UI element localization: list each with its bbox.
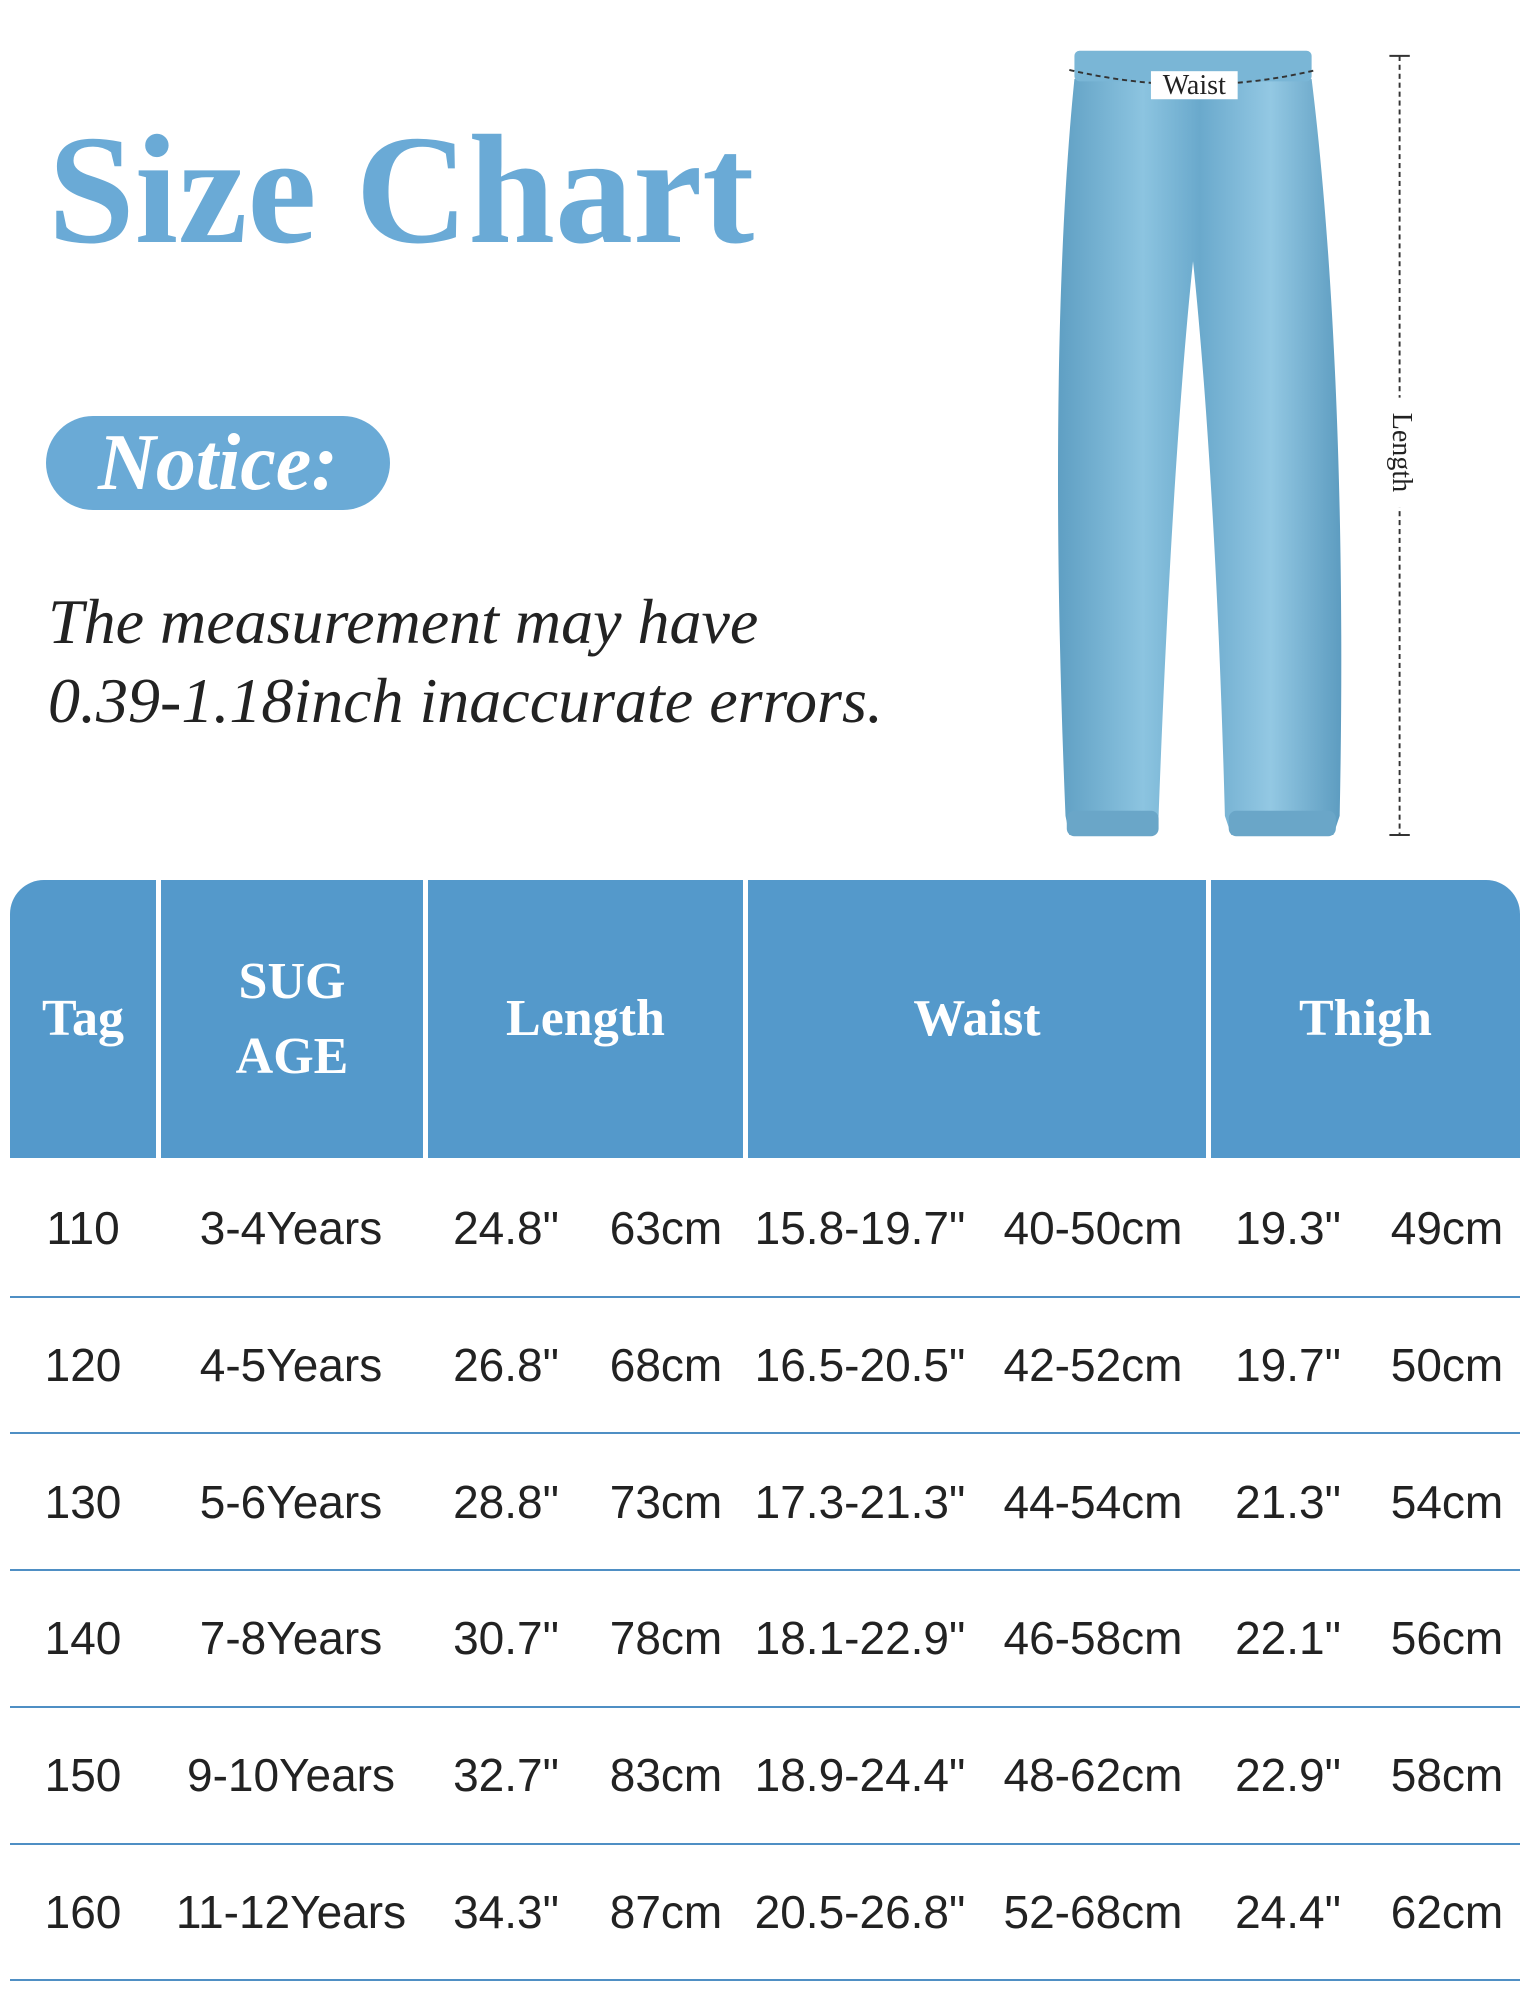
table-cell: 46-58cm <box>1003 1612 1183 1665</box>
pants-diagram: Waist Length <box>1057 50 1417 837</box>
cuff <box>1066 810 1159 837</box>
table-cell: 44-54cm <box>1003 1475 1183 1528</box>
table-cell: 54cm <box>1390 1475 1504 1528</box>
table-cell: 22.9" <box>1235 1749 1341 1802</box>
header-cell: Waist <box>748 880 1206 1158</box>
table-cell: 63cm <box>609 1202 723 1255</box>
table-cell: 49cm <box>1390 1202 1504 1255</box>
row-separator <box>10 1295 1520 1298</box>
row-separator <box>10 1842 1520 1845</box>
header-cell: Tag <box>10 880 156 1158</box>
table-cell: 58cm <box>1390 1749 1504 1802</box>
table-cell: 24.8" <box>453 1202 559 1255</box>
table-cell: 24.4" <box>1235 1885 1341 1938</box>
table-cell: 28.8" <box>453 1475 559 1528</box>
table-cell: 56cm <box>1390 1612 1504 1665</box>
table-cell: 62cm <box>1390 1885 1504 1938</box>
table-cell: 50cm <box>1390 1339 1504 1392</box>
header-cell: Length <box>428 880 743 1158</box>
table-cell: 26.8" <box>453 1339 559 1392</box>
notice-label: Notice: <box>46 416 390 510</box>
length-label: Length <box>1386 413 1417 492</box>
table-cell: 48-62cm <box>1003 1749 1183 1802</box>
table-cell: 19.3" <box>1235 1202 1341 1255</box>
table-cell: 11-12Years <box>175 1885 407 1938</box>
table-cell: 9-10Years <box>186 1749 396 1802</box>
table-cell: 32.7" <box>453 1749 559 1802</box>
length-label-bg <box>1385 397 1414 508</box>
waist-label: Waist <box>1163 70 1226 101</box>
table-cell: 18.9-24.4" <box>754 1749 966 1802</box>
pants-body <box>1057 78 1342 836</box>
notice-text: 0.39-1.18inch inaccurate errors. <box>48 665 883 736</box>
table-cell: 17.3-21.3" <box>754 1475 966 1528</box>
table-cell: 16.5-20.5" <box>754 1339 966 1392</box>
table-cell: 160 <box>44 1885 122 1938</box>
table-cell: 78cm <box>609 1612 723 1665</box>
row-separator <box>10 1432 1520 1435</box>
table-cell: 19.7" <box>1235 1339 1341 1392</box>
waist-label-bg <box>1150 71 1238 100</box>
row-separator <box>10 1569 1520 1572</box>
header-cell: Thigh <box>1211 880 1520 1158</box>
notice-text: The measurement may have <box>48 586 759 657</box>
table-cell: 130 <box>44 1475 122 1528</box>
waistband <box>1074 50 1312 82</box>
title: Size Chart <box>48 103 755 276</box>
table-cell: 110 <box>46 1202 120 1255</box>
header-cell: SUG AGE <box>161 880 423 1158</box>
table-cell: 18.1-22.9" <box>754 1612 966 1665</box>
table-cell: 34.3" <box>453 1885 559 1938</box>
table-cell: 7-8Years <box>199 1612 383 1665</box>
table-cell: 140 <box>44 1612 122 1665</box>
table-cell: 40-50cm <box>1003 1202 1183 1255</box>
table-cell: 5-6Years <box>199 1475 383 1528</box>
row-separator <box>10 1979 1520 1982</box>
table-cell: 87cm <box>609 1885 723 1938</box>
table-cell: 20.5-26.8" <box>754 1885 966 1938</box>
table-cell: 4-5Years <box>199 1339 383 1392</box>
table-cell: 30.7" <box>453 1612 559 1665</box>
table-cell: 150 <box>44 1749 122 1802</box>
table-cell: 22.1" <box>1235 1612 1341 1665</box>
row-separator <box>10 1705 1520 1708</box>
table-cell: 3-4Years <box>199 1202 383 1255</box>
table-cell: 15.8-19.7" <box>754 1202 966 1255</box>
table-cell: 21.3" <box>1235 1475 1341 1528</box>
cuff <box>1228 810 1336 837</box>
table-cell: 73cm <box>609 1475 723 1528</box>
table-cell: 83cm <box>609 1749 723 1802</box>
table-cell: 52-68cm <box>1003 1885 1183 1938</box>
table-cell: 68cm <box>609 1339 723 1392</box>
table-cell: 42-52cm <box>1003 1339 1183 1392</box>
table-cell: 120 <box>44 1339 122 1392</box>
